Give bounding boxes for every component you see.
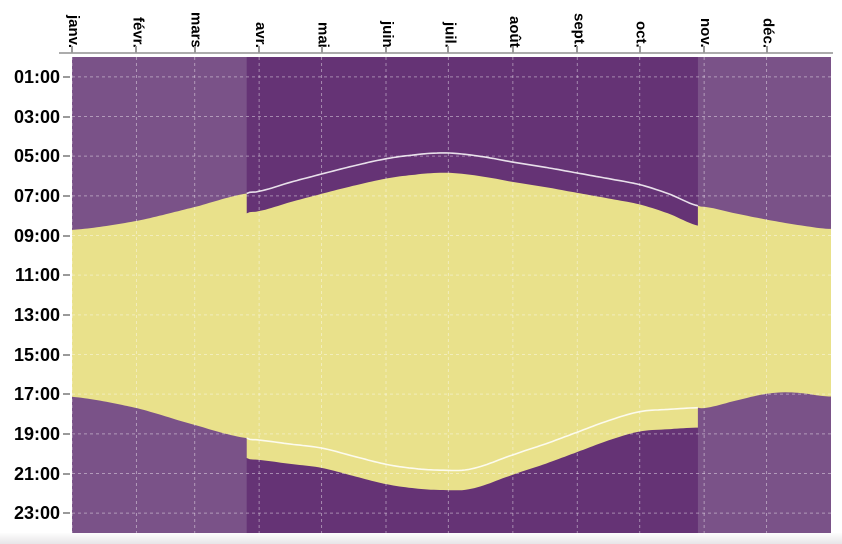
x-axis-tick-3: [258, 46, 261, 53]
y-axis-tick-3: [63, 194, 70, 197]
y-axis-label-4: 09:00: [13, 225, 60, 246]
sunset-standard-time-line: [246, 406, 698, 472]
y-axis-tick-7: [63, 353, 70, 356]
y-axis-tick-10: [63, 472, 70, 475]
y-axis-label-3: 07:00: [13, 185, 60, 206]
x-axis-label-8: sept.: [570, 12, 588, 48]
y-axis-tick-11: [63, 512, 70, 515]
daylight-plot: [72, 57, 831, 533]
x-axis-label-1: févr.: [129, 17, 147, 48]
y-axis-label-10: 21:00: [13, 463, 60, 484]
x-axis-tick-5: [384, 46, 387, 53]
y-axis-label-6: 13:00: [13, 304, 60, 325]
x-axis-label-2: mars: [187, 12, 205, 48]
x-axis: janv. févr. mars avr. mai juin juil. août sept. o…: [0, 0, 842, 48]
x-axis-label-9: oct.: [632, 21, 650, 48]
y-axis-label-0: 01:00: [13, 66, 60, 87]
x-axis-tick-1: [135, 46, 138, 53]
sunrise-standard-time-line: [246, 152, 699, 207]
x-axis-tick-10: [703, 46, 706, 53]
y-axis-label-1: 03:00: [13, 106, 60, 127]
x-axis-label-6: juil.: [441, 22, 459, 48]
x-axis-tick-11: [765, 46, 768, 53]
y-axis-tick-4: [63, 234, 70, 237]
x-axis-tick-0: [71, 46, 73, 53]
y-axis-tick-8: [63, 393, 70, 396]
x-axis-line: [59, 52, 833, 54]
y-axis-label-5: 11:00: [14, 265, 60, 286]
x-axis-label-10: nov.: [697, 18, 715, 48]
y-axis-tick-6: [63, 313, 70, 316]
x-axis-label-3: avr.: [252, 22, 270, 48]
y-axis-label-9: 19:00: [13, 423, 60, 444]
x-axis-label-4: mai: [314, 22, 332, 48]
y-axis-tick-5: [63, 274, 70, 277]
y-axis-tick-9: [63, 432, 70, 435]
plot-bottom-strip: [0, 533, 842, 544]
x-axis-label-0: janv.: [65, 14, 82, 48]
y-axis-label-8: 17:00: [13, 384, 60, 405]
y-axis-tick-1: [63, 115, 70, 118]
x-axis-tick-6: [447, 46, 450, 53]
x-axis-tick-7: [511, 46, 514, 53]
y-axis-tick-0: [63, 75, 70, 78]
x-axis-tick-9: [638, 46, 641, 53]
x-axis-tick-2: [193, 46, 196, 53]
y-axis-tick-2: [63, 155, 70, 158]
x-axis-tick-8: [576, 46, 579, 53]
x-axis-tick-4: [320, 46, 323, 53]
x-axis-label-11: déc.: [759, 17, 777, 48]
y-axis-label-11: 23:00: [13, 503, 60, 524]
x-axis-label-7: août: [505, 16, 523, 48]
y-axis-label-2: 05:00: [13, 146, 60, 167]
x-axis-label-5: juin: [378, 21, 396, 48]
y-axis-label-7: 15:00: [13, 344, 60, 365]
